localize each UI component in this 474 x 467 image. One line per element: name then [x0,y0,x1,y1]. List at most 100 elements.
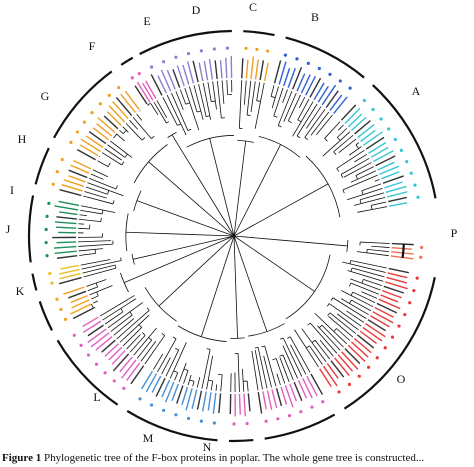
leaf-branch [78,218,101,223]
leaf-branch [136,339,153,359]
clade-dot [420,245,424,250]
subclade-arc [330,297,334,301]
clade-dot [86,353,91,357]
tip-label-mark [172,69,181,88]
tip-label-mark [56,241,77,244]
subclade-arc [120,308,124,313]
leaf-branch [322,131,351,157]
clade-dot [82,120,87,124]
leaf-branch [122,126,129,133]
subclade-arc [311,339,316,343]
leaf-branch [254,350,263,390]
tip-label-mark [351,116,367,131]
tip-label-mark [68,290,87,299]
clade-label-n: N [203,440,212,454]
subclade-arc [318,324,323,328]
leaf-branch [359,192,385,201]
subclade-arc [112,200,115,205]
clade-dot [397,324,401,328]
leaf-branch [256,82,261,101]
tip-label-mark [257,392,263,414]
caption-text: Phylogenetic tree of the F-box proteins … [41,452,425,464]
subclade-arc [261,345,265,348]
clade-dot [399,148,403,152]
clade-arc-k [56,339,119,406]
tip-label-mark [289,383,298,402]
leaf-branch [162,96,178,126]
leaf-branch [337,124,344,131]
leaf-branch [321,324,344,348]
subclade-arc [177,123,181,126]
tip-label-mark [357,123,375,139]
tip-label-mark [69,303,92,315]
subclade-arc [324,138,328,142]
leaf-branch [336,149,365,169]
clade-dot [112,379,116,383]
leaf-branch [361,183,382,192]
clade-dot [186,51,191,56]
clade-label-f: F [89,39,96,53]
leaf-branch [153,353,164,370]
leaf-branch [356,251,389,257]
subclade-arc [336,137,341,141]
tip-label-mark [374,306,394,318]
leaf-branch [116,310,150,340]
leaf-branch [93,300,98,304]
tip-label-mark [254,59,259,80]
clade-dot [47,201,51,205]
leaf-branch [196,377,201,388]
leaf-branch [342,261,386,273]
leaf-branch [79,253,96,256]
leaf-branch [86,279,107,287]
subclade-arc [208,379,213,382]
clade-dot [409,171,413,175]
leaf-branch [354,153,368,163]
clade-dot [45,214,49,218]
clade-dot [338,79,342,83]
subclade-arc [333,328,337,332]
tip-label-mark [151,375,162,393]
tip-label-mark [208,58,214,80]
clade-stem [271,238,348,247]
clade-dot [161,60,166,64]
clade-stem [171,134,222,215]
clade-stem [132,243,202,260]
tip-label-mark [192,60,199,83]
tip-label-mark [176,65,185,87]
subclade-arc [166,121,170,124]
subclade-arc [172,336,177,340]
leaf-branch [279,357,290,383]
leaf-branch [304,109,326,138]
tip-label-mark [296,73,306,92]
tip-label-mark [54,250,77,254]
clade-label-i: I [10,183,14,197]
tip-label-mark [305,75,317,96]
clade-dot [390,335,395,339]
leaf-branch [283,92,297,122]
leaf-branch [119,129,124,134]
clade-stem [265,257,315,292]
leaf-branch [192,381,195,387]
subclade-arc [342,189,345,194]
subclade-arc [326,303,330,307]
tip-label-mark [201,391,207,412]
leaf-branch [347,270,384,282]
clade-dot [405,160,409,164]
clade-dot [63,317,68,321]
leaf-branch [156,100,168,118]
clade-arc-branch [258,136,301,158]
tip-label-mark [90,332,110,348]
leaf-branch [270,85,275,97]
tip-label-mark [325,90,339,109]
tip-label-mark [101,339,116,353]
subclade-arc [355,175,358,180]
tip-label-mark [278,61,287,85]
leaf-branch [104,311,124,325]
leaf-branch [337,127,348,138]
clade-dot [137,71,141,76]
clade-dot [299,410,303,414]
clade-dot [186,416,191,421]
tip-label-mark [347,344,366,362]
tip-label-mark [68,169,88,179]
